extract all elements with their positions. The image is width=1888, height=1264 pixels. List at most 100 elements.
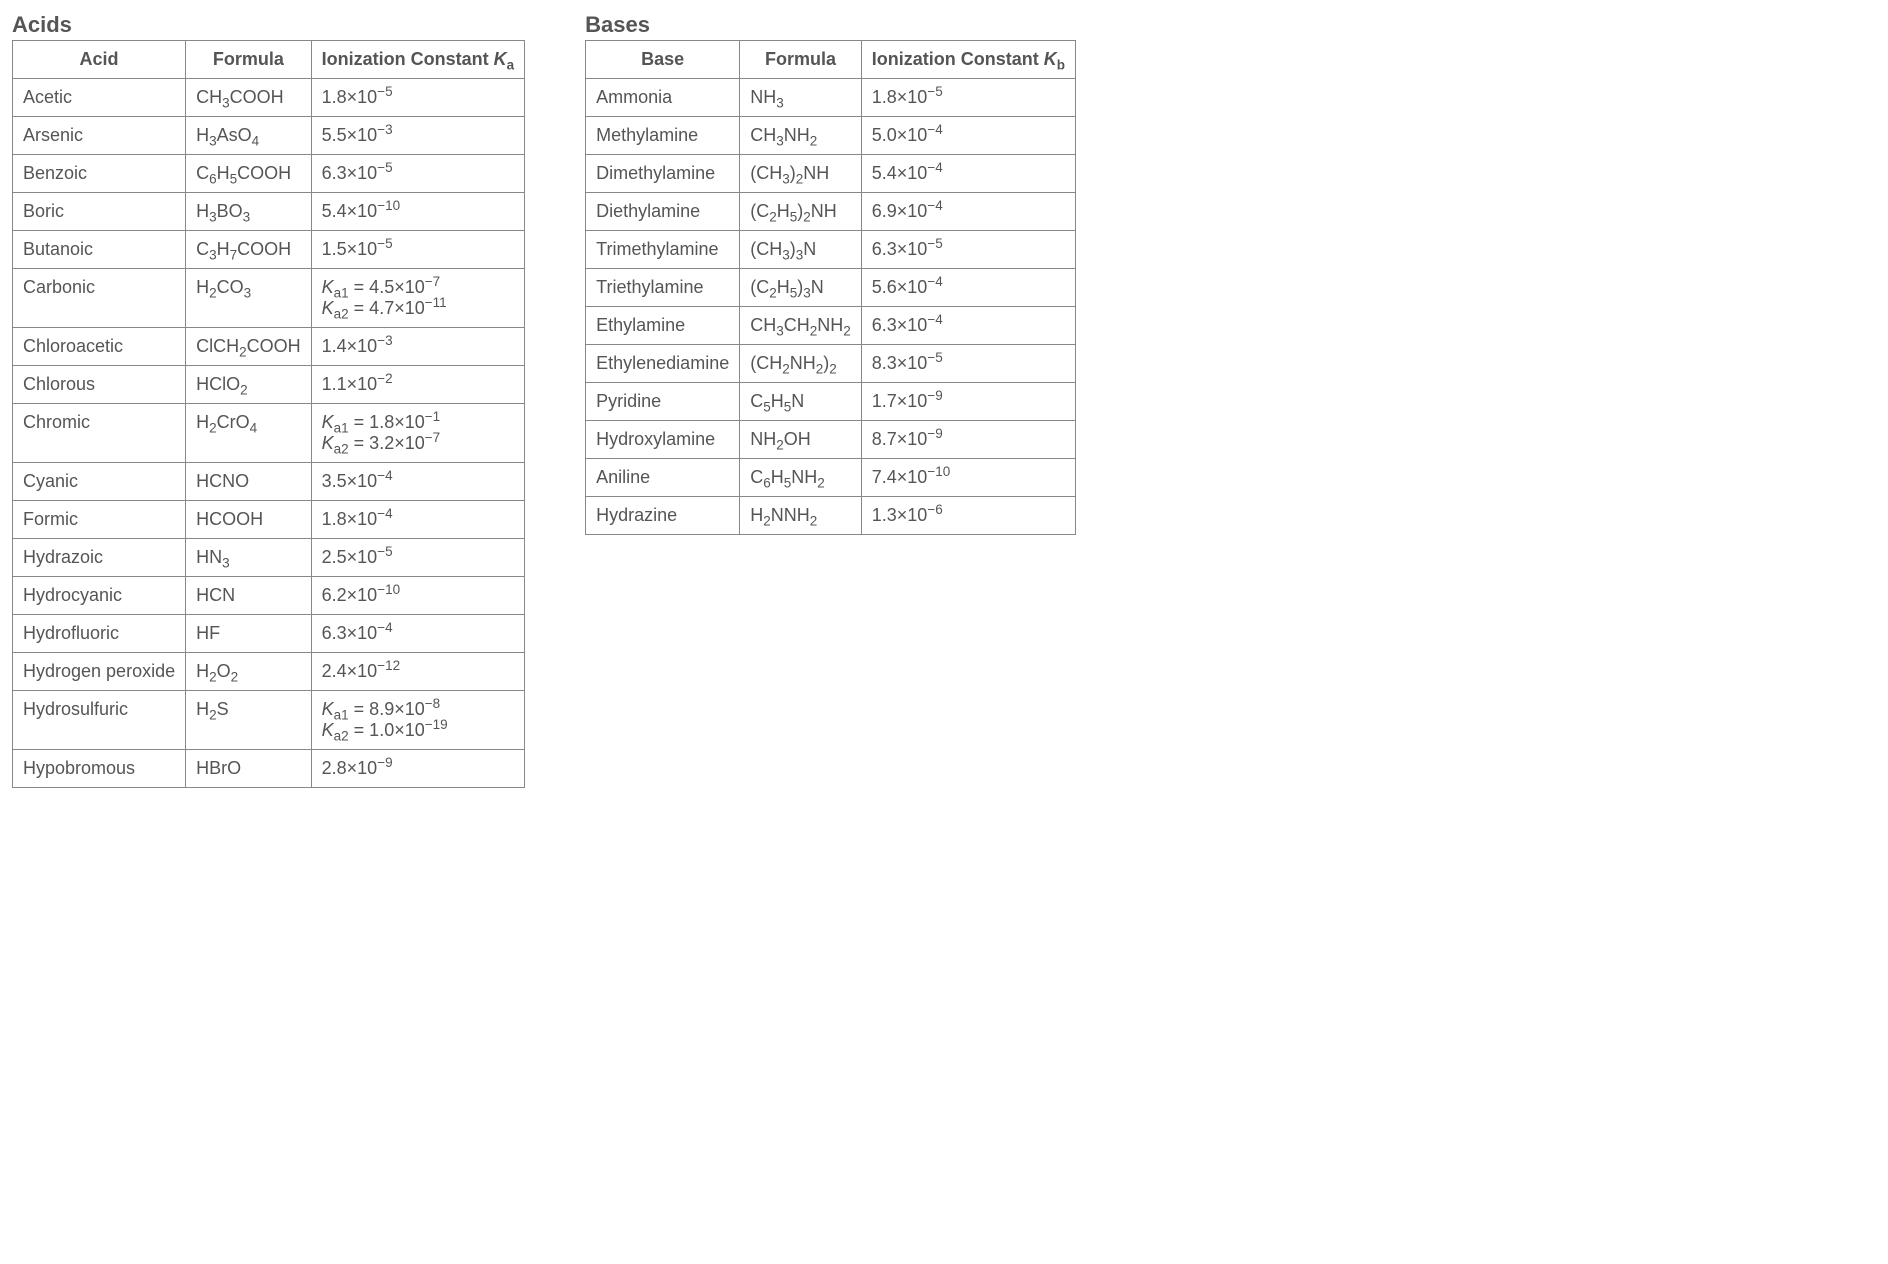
acid-formula: H2S [186, 691, 312, 750]
table-row: ButanoicC3H7COOH1.5×10−5 [13, 231, 525, 269]
table-row: AmmoniaNH31.8×10−5 [586, 79, 1076, 117]
bases-col-name: Base [586, 41, 740, 79]
base-formula: NH3 [740, 79, 862, 117]
base-name: Dimethylamine [586, 155, 740, 193]
base-formula: (CH3)2NH [740, 155, 862, 193]
acid-constant: Ka1 = 4.5×10−7Ka2 = 4.7×10−11 [311, 269, 525, 328]
acid-constant: 6.3×10−4 [311, 615, 525, 653]
table-row: HydrazineH2NNH21.3×10−6 [586, 497, 1076, 535]
acid-constant: 5.5×10−3 [311, 117, 525, 155]
base-name: Diethylamine [586, 193, 740, 231]
table-row: AceticCH3COOH1.8×10−5 [13, 79, 525, 117]
base-constant: 7.4×10−10 [861, 459, 1075, 497]
acid-formula: C3H7COOH [186, 231, 312, 269]
acid-formula: HF [186, 615, 312, 653]
acid-name: Hydrofluoric [13, 615, 186, 653]
base-name: Trimethylamine [586, 231, 740, 269]
base-constant: 6.3×10−5 [861, 231, 1075, 269]
table-row: CarbonicH2CO3Ka1 = 4.5×10−7Ka2 = 4.7×10−… [13, 269, 525, 328]
table-row: HydroxylamineNH2OH8.7×10−9 [586, 421, 1076, 459]
acid-name: Benzoic [13, 155, 186, 193]
acid-name: Carbonic [13, 269, 186, 328]
table-row: Diethylamine(C2H5)2NH6.9×10−4 [586, 193, 1076, 231]
acid-constant: 6.2×10−10 [311, 577, 525, 615]
base-formula: H2NNH2 [740, 497, 862, 535]
table-row: Triethylamine(C2H5)3N5.6×10−4 [586, 269, 1076, 307]
table-row: HydrocyanicHCN6.2×10−10 [13, 577, 525, 615]
acid-name: Acetic [13, 79, 186, 117]
acid-constant: 3.5×10−4 [311, 463, 525, 501]
base-constant: 6.3×10−4 [861, 307, 1075, 345]
acids-section: Acids Acid Formula Ionization Constant K… [12, 12, 525, 788]
base-name: Hydroxylamine [586, 421, 740, 459]
acid-formula: CH3COOH [186, 79, 312, 117]
base-name: Ethylenediamine [586, 345, 740, 383]
base-constant: 5.0×10−4 [861, 117, 1075, 155]
base-name: Pyridine [586, 383, 740, 421]
base-constant: 6.9×10−4 [861, 193, 1075, 231]
acid-constant: 5.4×10−10 [311, 193, 525, 231]
acid-constant: 1.8×10−5 [311, 79, 525, 117]
table-row: Ethylenediamine(CH2NH2)28.3×10−5 [586, 345, 1076, 383]
base-name: Triethylamine [586, 269, 740, 307]
table-row: BoricH3BO35.4×10−10 [13, 193, 525, 231]
base-constant: 8.3×10−5 [861, 345, 1075, 383]
table-row: Trimethylamine(CH3)3N6.3×10−5 [586, 231, 1076, 269]
acid-formula: ClCH2COOH [186, 328, 312, 366]
base-name: Ethylamine [586, 307, 740, 345]
base-formula: CH3CH2NH2 [740, 307, 862, 345]
acid-formula: HClO2 [186, 366, 312, 404]
base-constant: 1.8×10−5 [861, 79, 1075, 117]
acid-name: Hydrosulfuric [13, 691, 186, 750]
acid-constant: 1.4×10−3 [311, 328, 525, 366]
acid-formula: HBrO [186, 750, 312, 788]
acid-name: Hydrogen peroxide [13, 653, 186, 691]
acid-constant: 1.1×10−2 [311, 366, 525, 404]
table-row: HydrofluoricHF6.3×10−4 [13, 615, 525, 653]
table-row: FormicHCOOH1.8×10−4 [13, 501, 525, 539]
acid-formula: HCOOH [186, 501, 312, 539]
tables-container: Acids Acid Formula Ionization Constant K… [12, 12, 1876, 788]
acids-col-constant-label: Ionization Constant Ka [322, 49, 515, 69]
bases-col-constant-label: Ionization Constant Kb [872, 49, 1065, 69]
acid-name: Chlorous [13, 366, 186, 404]
base-formula: NH2OH [740, 421, 862, 459]
acids-tbody: AceticCH3COOH1.8×10−5ArsenicH3AsO45.5×10… [13, 79, 525, 788]
table-row: HydrazoicHN32.5×10−5 [13, 539, 525, 577]
acid-formula: H2CO3 [186, 269, 312, 328]
acid-name: Hydrocyanic [13, 577, 186, 615]
acids-col-constant: Ionization Constant Ka [311, 41, 525, 79]
table-row: HypobromousHBrO2.8×10−9 [13, 750, 525, 788]
acid-formula: H2O2 [186, 653, 312, 691]
acid-constant: 1.5×10−5 [311, 231, 525, 269]
table-row: ChlorousHClO21.1×10−2 [13, 366, 525, 404]
acid-name: Butanoic [13, 231, 186, 269]
base-name: Methylamine [586, 117, 740, 155]
bases-tbody: AmmoniaNH31.8×10−5MethylamineCH3NH25.0×1… [586, 79, 1076, 535]
acids-heading: Acids [12, 12, 525, 38]
base-formula: (C2H5)2NH [740, 193, 862, 231]
base-formula: C5H5N [740, 383, 862, 421]
table-row: Dimethylamine(CH3)2NH5.4×10−4 [586, 155, 1076, 193]
table-row: PyridineC5H5N1.7×10−9 [586, 383, 1076, 421]
table-row: HydrosulfuricH2SKa1 = 8.9×10−8Ka2 = 1.0×… [13, 691, 525, 750]
table-row: BenzoicC6H5COOH6.3×10−5 [13, 155, 525, 193]
acid-name: Formic [13, 501, 186, 539]
base-constant: 5.4×10−4 [861, 155, 1075, 193]
acid-formula: HN3 [186, 539, 312, 577]
acid-name: Boric [13, 193, 186, 231]
base-name: Hydrazine [586, 497, 740, 535]
acid-constant: 1.8×10−4 [311, 501, 525, 539]
bases-section: Bases Base Formula Ionization Constant K… [585, 12, 1076, 535]
base-constant: 8.7×10−9 [861, 421, 1075, 459]
acid-formula: C6H5COOH [186, 155, 312, 193]
table-row: Hydrogen peroxideH2O22.4×10−12 [13, 653, 525, 691]
acid-name: Chromic [13, 404, 186, 463]
bases-table: Base Formula Ionization Constant Kb Ammo… [585, 40, 1076, 535]
acids-col-name: Acid [13, 41, 186, 79]
table-row: MethylamineCH3NH25.0×10−4 [586, 117, 1076, 155]
base-name: Aniline [586, 459, 740, 497]
table-row: EthylamineCH3CH2NH26.3×10−4 [586, 307, 1076, 345]
base-formula: C6H5NH2 [740, 459, 862, 497]
acids-col-formula: Formula [186, 41, 312, 79]
